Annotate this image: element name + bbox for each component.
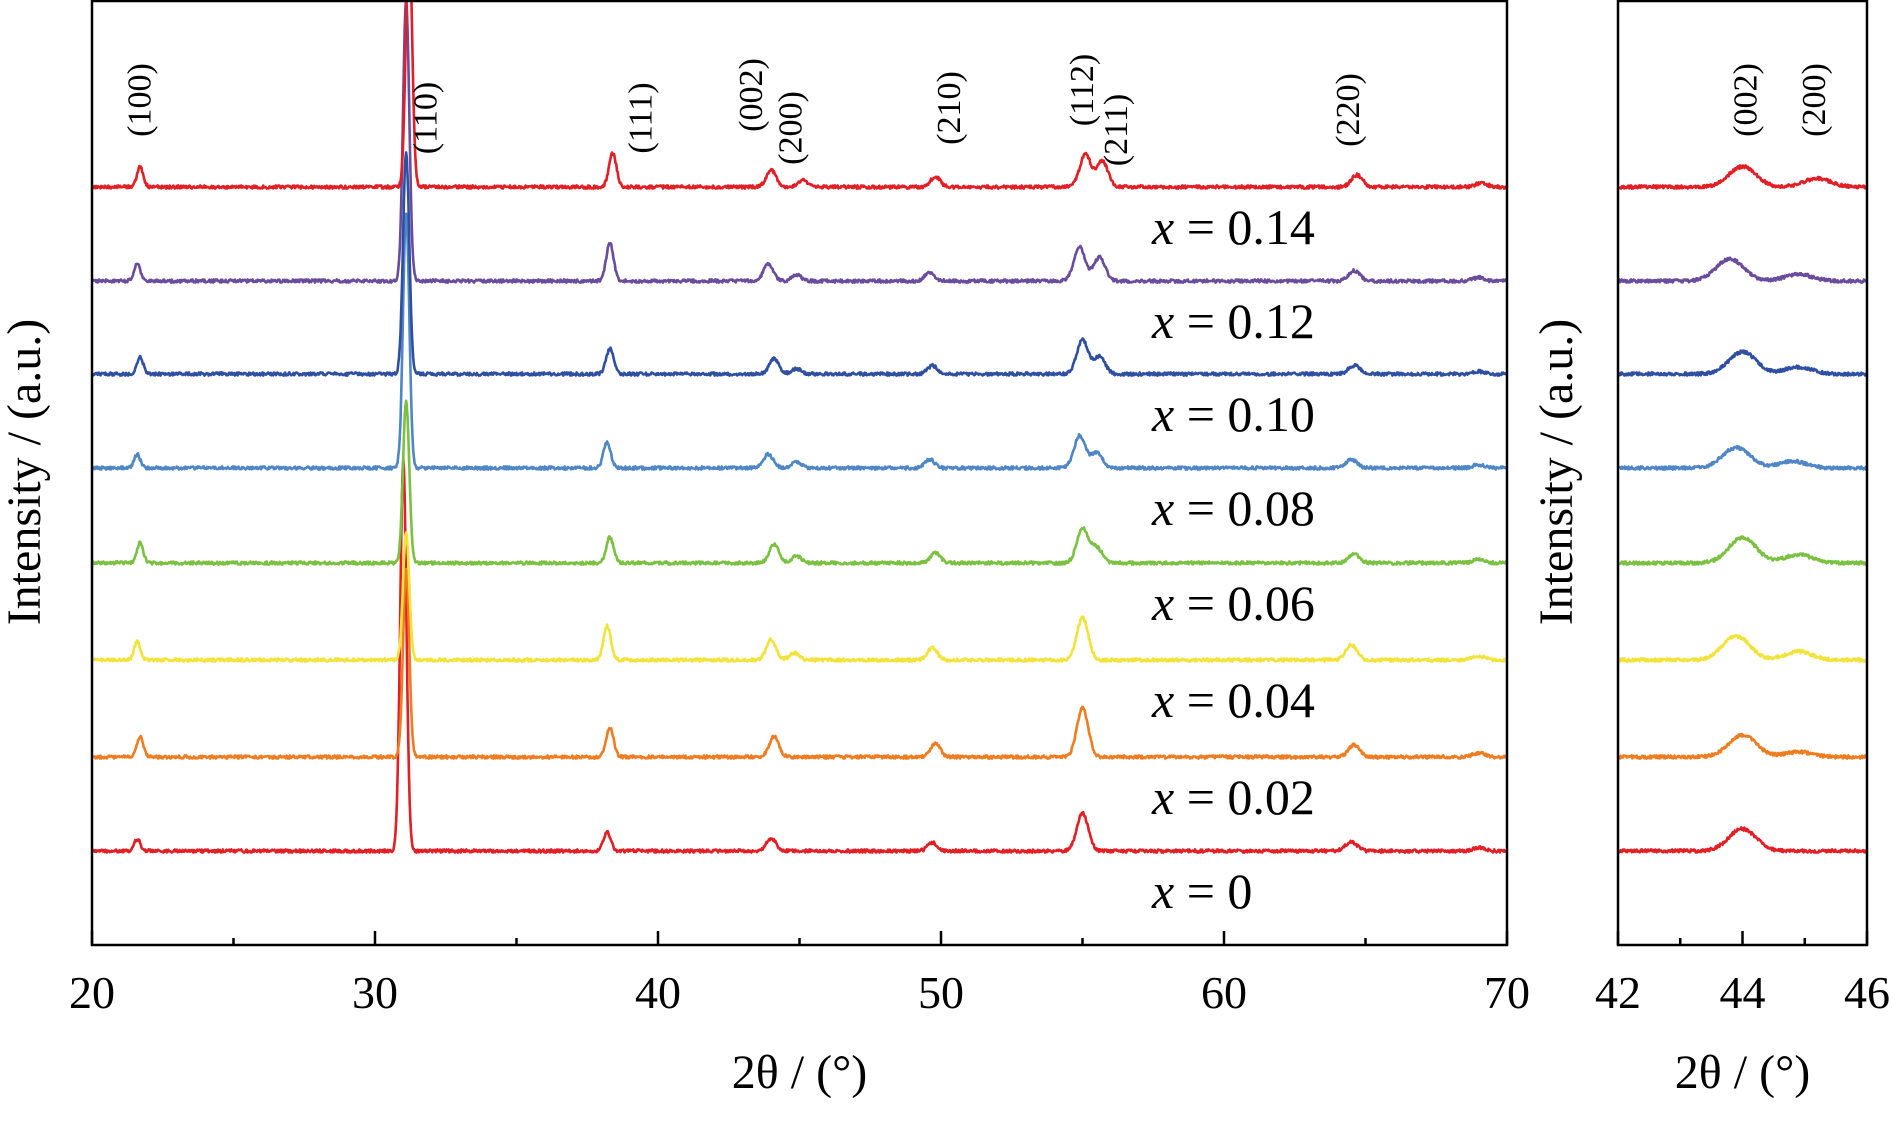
inset-xrd-panel: 42 44 46 2θ / (°) Intensity / (a.u.) (002) (20… — [1530, 0, 1890, 1099]
series-line-x0 — [91, 457, 1508, 854]
composition-label: x = 0.14 — [1151, 199, 1315, 255]
traces — [90, 0, 1509, 854]
series-line-x0-04 — [90, 531, 1508, 663]
x-tick-label: 46 — [1844, 967, 1890, 1018]
composition-label: x = 0.10 — [1151, 386, 1315, 442]
plot-frame — [1616, 0, 1869, 947]
peak-label: (100) — [122, 63, 159, 137]
peak-label: (220) — [1330, 73, 1367, 147]
x-tick-label: 30 — [352, 967, 398, 1018]
series-line-x0-06 — [1617, 535, 1869, 566]
traces — [1616, 164, 1869, 854]
peak-label: (211) — [1098, 94, 1135, 166]
series-line-x0-14 — [90, 0, 1509, 190]
series-line-x0-12 — [91, 0, 1508, 284]
x-ticks: 42 44 46 — [1595, 931, 1890, 1018]
series-line-x0-06 — [90, 399, 1509, 566]
composition-label: x = 0.12 — [1151, 293, 1315, 349]
x-tick-label: 40 — [635, 967, 681, 1018]
composition-label: x = 0.02 — [1151, 769, 1315, 825]
series-line-x0-14 — [1617, 164, 1869, 190]
peak-labels: (100) (110) (111) (002) (200) (210) (112)(211)… — [122, 54, 1367, 166]
series-line-x0 — [1617, 826, 1868, 854]
peak-label: (110) — [408, 82, 445, 154]
series-line-x0-08 — [1616, 444, 1869, 471]
peak-label: (002) — [1728, 63, 1765, 137]
peak-label: (200) — [1796, 63, 1833, 137]
x-tick-label: 50 — [918, 967, 964, 1018]
peak-labels: (002) (200) — [1728, 63, 1833, 137]
composition-labels: x = 0 x = 0.02 x = 0.04 x = 0.06 x = 0.08 x =… — [1151, 199, 1315, 919]
x-axis-title: 2θ / (°) — [732, 1046, 868, 1099]
peak-label: (002) — [733, 58, 770, 132]
x-axis-title: 2θ / (°) — [1675, 1046, 1811, 1099]
x-tick-label: 60 — [1201, 967, 1247, 1018]
series-line-x0-12 — [1617, 256, 1868, 284]
series-line-x0-02 — [91, 567, 1508, 760]
x-tick-label: 44 — [1720, 967, 1766, 1018]
y-axis-title: Intensity / (a.u.) — [0, 319, 51, 626]
y-axis-title: Intensity / (a.u.) — [1530, 319, 1583, 626]
main-xrd-panel: 20 30 40 50 60 70 2θ / (°) Intensity / (a.u.) (1… — [0, 0, 1530, 1099]
x-ticks: 20 30 40 50 60 70 — [69, 931, 1530, 1018]
series-line-x0-10 — [91, 151, 1509, 377]
series-line-x0-10 — [1617, 349, 1868, 377]
series-line-x0-08 — [91, 212, 1508, 471]
composition-label: x = 0.06 — [1151, 575, 1315, 631]
composition-label: x = 0.08 — [1151, 480, 1315, 536]
peak-label: (200) — [773, 91, 810, 165]
composition-label: x = 0.04 — [1151, 672, 1315, 728]
peak-label: (112) — [1064, 54, 1101, 126]
x-tick-label: 42 — [1595, 967, 1641, 1018]
x-tick-label: 20 — [69, 967, 115, 1018]
series-line-x0-04 — [1616, 633, 1868, 663]
x-tick-label: 70 — [1484, 967, 1530, 1018]
composition-label: x = 0 — [1151, 863, 1252, 919]
series-line-x0-02 — [1617, 732, 1868, 760]
peak-label: (111) — [623, 82, 660, 153]
peak-label: (210) — [931, 71, 968, 145]
